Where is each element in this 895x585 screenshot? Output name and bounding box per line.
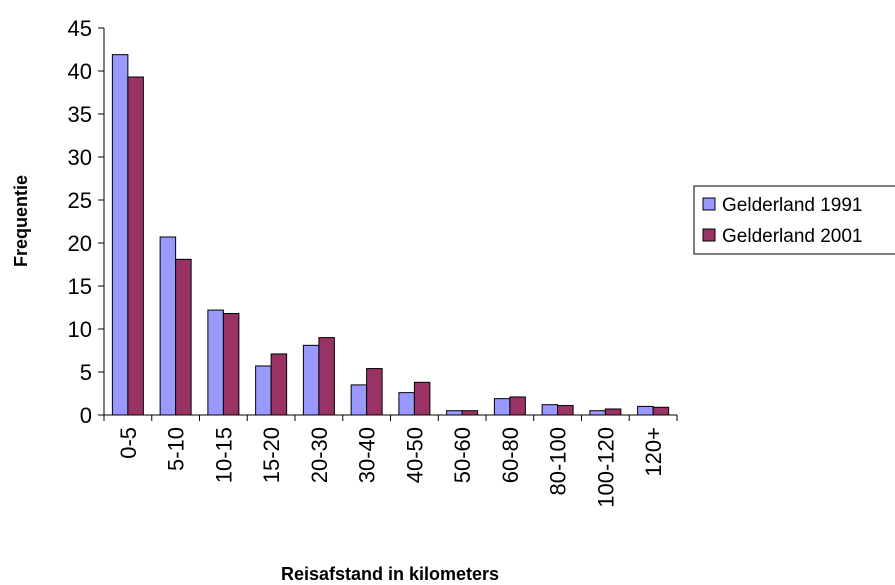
legend-swatch (702, 228, 716, 242)
bar-series-2 (318, 337, 335, 416)
bar-series-1 (637, 405, 654, 416)
x-tick-label: 40-50 (402, 427, 427, 483)
legend-label: Gelderland 2001 (722, 226, 863, 247)
bar-series-1 (255, 365, 272, 416)
bar-series-2 (652, 406, 670, 416)
x-tick-label: 60-80 (498, 427, 523, 483)
bar-series-2 (222, 313, 240, 416)
y-tick-label: 10 (68, 317, 92, 342)
x-tick-label: 20-30 (307, 427, 332, 483)
bar-series-1 (159, 236, 177, 416)
bar-series-2 (604, 408, 622, 416)
bar-series-2 (461, 410, 479, 416)
x-tick-label: 0-5 (116, 427, 141, 459)
bar-series-2 (270, 353, 288, 416)
y-tick-label: 20 (68, 231, 92, 256)
x-tick-label: 50-60 (450, 427, 475, 483)
x-tick-label: 10-15 (211, 427, 236, 483)
legend: Gelderland 1991 Gelderland 2001 (693, 185, 895, 255)
x-tick-label: 100-120 (593, 427, 618, 508)
legend-swatch (702, 197, 716, 211)
y-tick-label: 0 (80, 403, 92, 428)
y-tick-label: 5 (80, 360, 92, 385)
bar-series-1 (111, 54, 129, 416)
x-tick-label: 120+ (641, 427, 666, 477)
y-tick-label: 35 (68, 102, 92, 127)
legend-label: Gelderland 1991 (722, 195, 863, 216)
bar-series-1 (302, 344, 320, 416)
bar-series-1 (589, 410, 606, 416)
bar-series-1 (493, 398, 511, 416)
y-tick-label: 40 (68, 59, 92, 84)
y-tick-label: 25 (68, 188, 92, 213)
y-tick-label: 30 (68, 145, 92, 170)
bar-series-2 (366, 368, 383, 416)
bar-series-1 (350, 384, 368, 416)
x-tick-label: 30-40 (355, 427, 380, 483)
y-axis-title: Frequentie (11, 175, 31, 267)
y-tick-label: 45 (68, 16, 92, 41)
bar-series-2 (127, 76, 144, 416)
x-tick-label: 15-20 (259, 427, 284, 483)
legend-box (693, 185, 895, 255)
bar-series-1 (446, 410, 463, 416)
bar-series-1 (207, 309, 224, 416)
bar-series-1 (398, 392, 415, 416)
bar-series-1 (541, 404, 559, 416)
bar-series-2 (557, 405, 574, 416)
x-axis-title: Reisafstand in kilometers (281, 564, 499, 584)
x-tick-label: 80-100 (546, 427, 571, 496)
y-tick-label: 15 (68, 274, 92, 299)
bars (111, 54, 670, 416)
bar-series-2 (509, 396, 526, 416)
y-ticks: 0 5 10 15 20 25 30 35 40 45 (68, 16, 104, 428)
bar-series-2 (413, 381, 431, 416)
x-tick-label: 5-10 (164, 427, 189, 471)
x-ticks: 0-5 5-10 10-15 15-20 20-30 30-40 40-50 50-60 60-… (103, 415, 678, 508)
bar-series-2 (175, 258, 192, 416)
